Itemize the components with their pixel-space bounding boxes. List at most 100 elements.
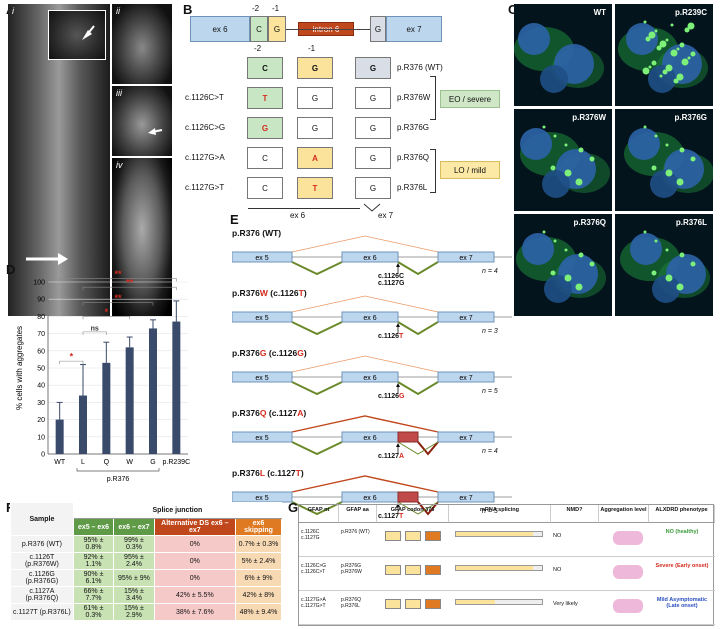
g-row: c.1126C c.1127G p.R376 (WT) NO NO (healthy): [299, 523, 715, 557]
bar: [125, 347, 134, 454]
svg-text:ex 7: ex 7: [459, 315, 472, 322]
value-cell: 66% ± 7.7%: [72, 586, 115, 604]
splicing-diagram: p.R376G (c.1126G) ex 5 ex 6 ex 7 c.1126G n = …: [232, 342, 512, 402]
bar: [149, 328, 157, 454]
cell-stain: [620, 230, 710, 303]
title-mutation: A: [297, 408, 304, 418]
junction-caret: [363, 203, 381, 212]
title-part: p.R376: [232, 228, 260, 238]
x-tick-label: p.R239C: [163, 459, 191, 466]
value-cell: 95% ± 9%: [113, 569, 155, 587]
microscopy-grid: WT p.R239C p.R376W p.R376G p.R376Q p.R376L: [514, 4, 714, 316]
splice-junction-header: Splice junction: [72, 502, 283, 519]
svg-text:ex 7: ex 7: [459, 375, 472, 382]
protein-label: p.R376L: [397, 183, 428, 192]
col-alt-ds: Alternative DS ex6 – ex7: [153, 518, 236, 536]
g-codon-box: [385, 531, 401, 541]
summary-table: GFAP nt GFAP aa GFAP codon 376 mRNA splicin…: [298, 504, 715, 626]
microscopy-image: WT: [514, 4, 612, 106]
position-text: c.1127: [378, 513, 400, 520]
position-label: c.1126G: [378, 393, 404, 400]
codon-base: T: [297, 177, 333, 199]
microscopy-image: p.R239C: [615, 4, 713, 106]
splice-arcs: ex 5 ex 6 ex 7: [232, 415, 512, 456]
codon-base: G: [355, 57, 391, 79]
pos-minus2: -2: [252, 4, 260, 13]
intron-line: [286, 29, 370, 30]
header-pos-m2: -2: [254, 44, 262, 53]
significance-bracket: [59, 360, 84, 365]
significance-bracket: [59, 278, 177, 282]
g-nt: c.1126C>G c.1126C>T: [301, 563, 327, 575]
g-header: GFAP nt: [299, 505, 339, 523]
g-aggregate-icon: [613, 531, 643, 545]
value-cell: 95% ± 0.8%: [72, 535, 115, 553]
g-codon-box: [385, 599, 401, 609]
panel-e-label: E: [230, 212, 239, 227]
x-tick-label: Q: [104, 459, 110, 466]
group-label: p.R376: [107, 476, 130, 483]
gene-ex6: ex 6: [190, 16, 250, 42]
position-mutation: A: [399, 453, 405, 460]
image-label: WT: [593, 8, 606, 17]
position-text: c.1126C: [378, 273, 405, 280]
g-row: c.1127G>A c.1127G>T p.R376Q p.R376L Very l…: [299, 591, 715, 625]
value-cell: 38% ± 7.6%: [153, 603, 236, 621]
svg-text:ex 6: ex 6: [363, 435, 376, 442]
title-mutation: L: [259, 468, 265, 478]
g-header: GFAP aa: [339, 505, 377, 523]
title-part: (c.1127: [266, 408, 298, 418]
value-cell: 0%: [153, 569, 236, 587]
y-tick-label: 0: [41, 452, 45, 459]
g-header: ALXDRD phenotype: [649, 505, 715, 523]
position-label: c.1126C: [378, 273, 404, 280]
g-codon-box: [385, 565, 401, 575]
value-cell: 15% ± 3.4%: [113, 586, 155, 604]
y-tick-label: 90: [37, 297, 45, 304]
g-aa: p.R376Q p.R376L: [341, 597, 362, 609]
microscopy-image: p.R376L: [615, 214, 713, 316]
position-mutation: T: [399, 513, 404, 520]
microscopy-image: p.R376W: [514, 109, 612, 211]
table-row: c.1126T (p.R376W) 92% ± 1.1% 95% ± 2.4% 0% 5…: [10, 552, 283, 570]
title-mutation: Q: [259, 408, 267, 418]
position-label-2: c.1127G: [378, 280, 405, 287]
junction-table: Sample Splice junction ex5 – ex6 ex6 – e…: [10, 502, 283, 621]
splice-arcs: ex 5 ex 6 ex 7: [232, 355, 512, 396]
y-tick-label: 30: [37, 400, 45, 407]
image-label: p.R376Q: [573, 218, 606, 227]
y-tick-label: 40: [37, 383, 45, 390]
g-aa: p.R376G p.R376W: [341, 563, 362, 575]
y-tick-label: 50: [37, 366, 45, 373]
protein-label: p.R376G: [397, 123, 430, 132]
protein-label: p.R376Q: [397, 153, 430, 162]
codon-base: T: [247, 87, 283, 109]
g-row: c.1126C>G c.1126C>T p.R376G p.R376W NO Seve…: [299, 557, 715, 591]
g-phenotype: Mild Asymptomatic (Late onset): [656, 597, 708, 609]
diagram-title: p.R376L (c.1127T): [232, 468, 304, 478]
g-aggregate-icon: [613, 565, 643, 579]
microscopy-image: p.R376G: [615, 109, 713, 211]
splicing-diagram: p.R376W (c.1126T) ex 5 ex 6 ex 7 c.1126T n = …: [232, 282, 512, 342]
svg-text:ex 5: ex 5: [255, 375, 268, 382]
g-codon-box: [405, 599, 421, 609]
svg-text:ex 6: ex 6: [363, 315, 376, 322]
significance-label: **: [126, 278, 134, 288]
x-tick-label: G: [150, 459, 155, 466]
g-codon-box: [425, 531, 441, 541]
svg-text:ex 5: ex 5: [255, 435, 268, 442]
title-part: p.R376: [232, 288, 260, 298]
codon-base: G: [355, 147, 391, 169]
panel-c-label: C: [508, 2, 518, 17]
significance-label: **: [114, 269, 122, 279]
value-cell: 42% ± 8%: [234, 586, 283, 604]
title-part: ): [303, 408, 307, 418]
title-part: ): [300, 468, 304, 478]
g-nmd: NO: [553, 567, 562, 573]
y-tick-label: 20: [37, 417, 45, 424]
n-label: n = 5: [482, 388, 498, 395]
value-cell: 48% ± 9.4%: [234, 603, 283, 621]
